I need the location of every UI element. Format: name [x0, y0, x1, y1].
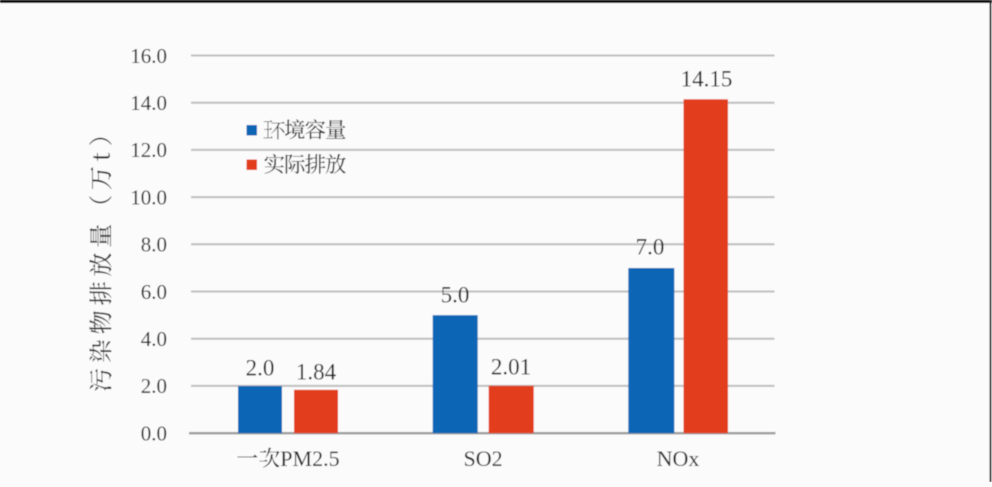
- svg-text:12.0: 12.0: [130, 138, 167, 162]
- svg-text:10.0: 10.0: [130, 185, 167, 209]
- svg-text:6.0: 6.0: [141, 280, 167, 304]
- svg-text:14.15: 14.15: [681, 67, 733, 92]
- svg-text:5.0: 5.0: [441, 283, 470, 308]
- svg-text:14.0: 14.0: [130, 91, 167, 115]
- svg-text:SO2: SO2: [464, 446, 503, 471]
- svg-text:2.01: 2.01: [491, 355, 531, 380]
- svg-text:PM2.5: PM2.5: [280, 446, 339, 471]
- svg-text:4.0: 4.0: [141, 327, 167, 351]
- svg-text:2.0: 2.0: [141, 374, 167, 398]
- svg-text:16.0: 16.0: [130, 44, 167, 68]
- svg-text:0.0: 0.0: [141, 422, 167, 446]
- svg-text:8.0: 8.0: [141, 233, 167, 257]
- svg-text:2.0: 2.0: [246, 356, 275, 381]
- svg-text:1.84: 1.84: [296, 360, 337, 385]
- svg-text:NOx: NOx: [657, 446, 700, 471]
- svg-text:7.0: 7.0: [636, 235, 665, 260]
